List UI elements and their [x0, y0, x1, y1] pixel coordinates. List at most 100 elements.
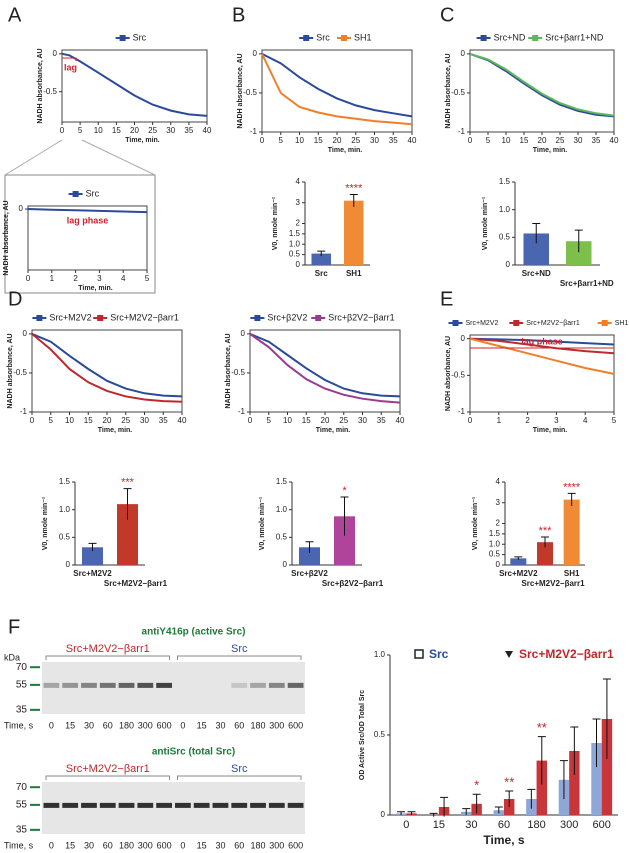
panel-letter: B: [232, 4, 245, 26]
lane-label: 60: [103, 840, 113, 850]
panel-letter: E: [440, 288, 453, 310]
error-bar: [494, 806, 503, 814]
error-bar: [305, 541, 314, 553]
x-tick-label: Src+M2V2−βarr1: [521, 579, 585, 588]
x-tick-label: 40: [203, 126, 212, 135]
x-tick-label: 20: [538, 136, 547, 145]
series-line: [469, 52, 615, 117]
x-tick-label: 10: [65, 416, 74, 425]
lane-label: 300: [269, 840, 284, 850]
bar: [510, 558, 527, 565]
error-bar: [592, 718, 601, 767]
plot-frame: [27, 205, 148, 271]
error-bar: [527, 788, 536, 809]
y-tick-label: -1: [250, 127, 258, 136]
y-tick-label: 1.0: [499, 205, 511, 214]
lane-label: 0: [180, 840, 185, 850]
series-line: [27, 208, 148, 214]
legend-label: SH1: [615, 320, 629, 327]
blot-band: [268, 682, 285, 688]
x-tick-label: 10: [94, 126, 103, 135]
y-axis-title: V0, nmole min⁻¹: [272, 196, 279, 250]
legend-label: SH1: [354, 32, 372, 42]
marker-label: 55: [16, 800, 28, 811]
x-tick-label: 0: [403, 819, 409, 831]
blot-band: [156, 802, 172, 808]
x-tick-label: 1: [497, 416, 502, 425]
x-tick-label: 35: [159, 416, 168, 425]
time-label: Time, s: [4, 840, 34, 850]
y-tick-label: 0: [461, 334, 466, 343]
x-tick-label: 40: [178, 416, 187, 425]
y-tick-label: -1: [458, 407, 466, 416]
x-tick-label: 15: [520, 136, 529, 145]
legend-marker: [303, 35, 310, 41]
y-tick-label: 4: [296, 177, 301, 186]
marker-label: 35: [16, 824, 28, 835]
legend-label: Src: [86, 188, 100, 198]
legend-label: Src: [316, 32, 330, 42]
legend-label: Src: [429, 647, 449, 661]
bar: [601, 719, 613, 815]
y-tick-label: 0: [296, 260, 301, 269]
blot-image: [42, 782, 305, 834]
lane-label: 0: [49, 720, 54, 730]
error-bar: [317, 250, 326, 257]
y-tick-label: 0.5: [489, 550, 501, 559]
y-tick-label: 4: [496, 477, 501, 486]
y-tick-label: -0.5: [451, 370, 465, 379]
y-axis-title: V0, nmole min⁻¹: [259, 496, 266, 550]
significance: ***: [539, 525, 553, 537]
y-tick-label: -1: [238, 407, 246, 416]
y-tick-label: 0: [283, 560, 288, 569]
panel-letter: F: [8, 616, 20, 638]
y-tick-label: 0: [253, 49, 258, 58]
marker-label: 35: [16, 704, 28, 715]
y-tick-label: -0.5: [43, 87, 57, 96]
y-tick-label: 0.5: [499, 232, 511, 241]
y-tick-label: -1: [20, 407, 28, 416]
error-bar: [472, 793, 481, 814]
series-line: [261, 53, 413, 126]
blot-band: [268, 802, 285, 808]
x-tick-label: 10: [502, 136, 511, 145]
x-axis-title: Time, min.: [328, 147, 363, 154]
x-axis-title: Time, min.: [533, 147, 568, 154]
x-tick-label: 5: [78, 126, 83, 135]
x-tick-label: 15: [84, 416, 93, 425]
y-tick-label: -1: [458, 127, 466, 136]
blot-image: [42, 662, 305, 714]
lane-label: 60: [234, 840, 244, 850]
legend-marker: [414, 649, 424, 659]
y-tick-label: 0.5: [276, 532, 288, 541]
lane-label: 180: [119, 840, 134, 850]
error-bar: [123, 488, 132, 520]
significance: ***: [121, 477, 135, 489]
x-tick-label: 4: [121, 274, 126, 283]
x-tick-label: 25: [121, 416, 130, 425]
legend-marker: [315, 315, 322, 321]
y-tick-label: 3: [296, 198, 301, 207]
error-bar: [541, 536, 549, 548]
x-tick-label: 0: [30, 416, 35, 425]
group-label: Src: [231, 643, 248, 655]
x-tick-label: 30: [465, 819, 477, 831]
blot-band: [287, 802, 304, 808]
bar: [334, 516, 355, 565]
blot-band: [137, 802, 154, 808]
x-tick-label: 15: [314, 136, 323, 145]
lane-label: 15: [197, 720, 207, 730]
error-bar: [532, 223, 541, 244]
x-tick-label: 0: [248, 416, 253, 425]
lane-label: 600: [288, 720, 303, 730]
error-bar: [602, 678, 611, 759]
group-bracket: [177, 775, 302, 780]
blot-band: [250, 682, 266, 688]
error-bar: [559, 760, 568, 799]
legend-marker: [452, 320, 459, 326]
blot-band: [137, 682, 154, 688]
x-tick-label: 15: [302, 416, 311, 425]
y-tick-label: 1.0: [489, 539, 501, 548]
